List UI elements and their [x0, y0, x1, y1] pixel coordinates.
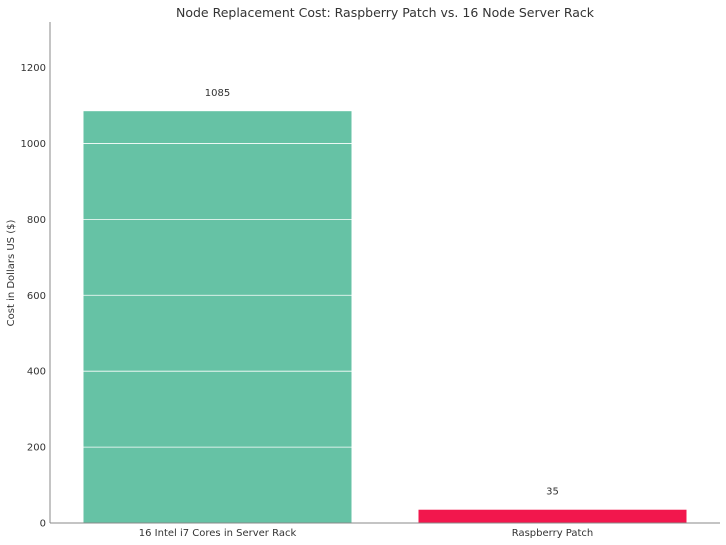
y-tick-label-0: 0 [40, 519, 46, 530]
y-tick-label-400: 400 [27, 367, 46, 378]
bar-1 [83, 111, 352, 523]
axis-layer [49, 22, 720, 524]
y-tick-label-200: 200 [27, 443, 46, 454]
x-tick-label-1: 16 Intel i7 Cores in Server Rack [139, 528, 297, 539]
y-tick-label-1200: 1200 [21, 63, 46, 74]
y-tick-label-1000: 1000 [21, 139, 46, 150]
labels-layer: 1085 16 Intel i7 Cores in Server Rack 35 Ra… [21, 63, 594, 539]
data-label-2: 35 [546, 487, 559, 498]
chart-title: Node Replacement Cost: Raspberry Patch v… [176, 5, 595, 20]
y-axis-label: Cost in Dollars US ($) [6, 220, 17, 327]
y-tick-label-800: 800 [27, 215, 46, 226]
grid-layer [50, 67, 720, 448]
bars-layer [83, 111, 687, 523]
bar-2 [418, 509, 687, 523]
data-label-1: 1085 [205, 88, 230, 99]
x-tick-label-2: Raspberry Patch [512, 528, 594, 539]
y-tick-label-600: 600 [27, 291, 46, 302]
